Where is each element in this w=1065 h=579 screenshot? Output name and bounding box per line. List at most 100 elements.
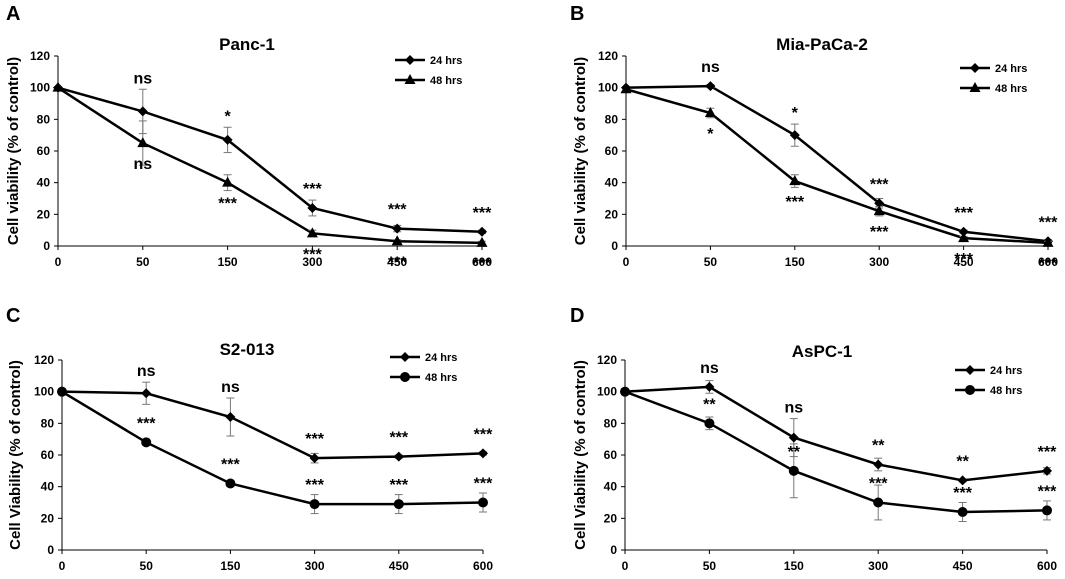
legend-label: 24 hrs <box>425 352 457 364</box>
series-line <box>624 390 1048 514</box>
y-tick-label: 60 <box>37 144 51 158</box>
data-point <box>141 437 152 448</box>
chart-title: Mia-PaCa-2 <box>776 35 868 54</box>
y-tick-label: 20 <box>41 511 55 525</box>
significance-label: *** <box>305 431 324 448</box>
data-point <box>476 236 488 247</box>
data-point <box>1042 236 1054 247</box>
y-tick-label: 80 <box>605 112 619 126</box>
significance-label: *** <box>1039 214 1058 231</box>
data-point <box>874 198 885 209</box>
panel-d: D AsPC-1 0 20 40 60 80 100 120 0 50 150 300 450 600 Cel… <box>570 305 1057 573</box>
significance-label: *** <box>473 256 492 273</box>
y-tick-label: 100 <box>34 385 54 399</box>
series-1: ********** *** <box>620 83 1058 273</box>
chart-title: S2-013 <box>220 340 275 359</box>
significance-label: *** <box>389 477 408 494</box>
data-point <box>873 459 884 470</box>
panel-letter: A <box>6 3 20 25</box>
x-tick-label: 300 <box>869 255 889 269</box>
y-tick-label: 80 <box>41 416 55 430</box>
legend-label: 24 hrs <box>990 365 1022 377</box>
significance-label: *** <box>388 254 407 271</box>
panel-b: B Mia-PaCa-2 0 20 40 60 80 100 120 0 50 150 300 450 60… <box>570 3 1058 273</box>
x-tick-label: 50 <box>703 559 717 573</box>
y-tick-label: 120 <box>30 49 50 63</box>
y-tick-label: 40 <box>605 176 619 190</box>
chart-title: AsPC-1 <box>792 342 852 361</box>
data-point <box>222 134 233 145</box>
series-0: ns********** <box>621 59 1058 247</box>
y-tick-label: 60 <box>604 448 618 462</box>
data-point <box>57 386 67 397</box>
data-point <box>393 499 404 510</box>
legend-label: 24 hrs <box>995 63 1027 75</box>
y-axis-label: Cell viability (% of control) <box>572 57 589 245</box>
y-tick-label: 100 <box>598 81 618 95</box>
significance-label: *** <box>954 251 973 268</box>
significance-label: *** <box>218 196 237 213</box>
data-point <box>141 388 152 399</box>
y-tick-label: 80 <box>37 112 51 126</box>
significance-label: *** <box>953 485 972 502</box>
x-tick-label: 450 <box>953 559 973 573</box>
series-line <box>57 86 483 245</box>
significance-label: *** <box>474 426 493 443</box>
x-tick-label: 50 <box>136 255 150 269</box>
data-point <box>225 412 236 422</box>
y-tick-label: 100 <box>30 81 50 95</box>
data-point <box>788 432 799 443</box>
series-0: ns********** <box>53 70 492 237</box>
series-line <box>61 390 484 506</box>
significance-label: * <box>707 126 714 143</box>
legend-marker <box>405 55 415 65</box>
y-tick-label: 0 <box>610 543 617 557</box>
y-axis-label: Cell viability (% of control) <box>5 57 22 245</box>
significance-label: *** <box>1039 256 1058 273</box>
significance-label: *** <box>303 246 322 263</box>
y-tick-label: 20 <box>37 207 51 221</box>
x-tick-label: 600 <box>473 559 493 573</box>
data-point <box>225 478 236 489</box>
series-line <box>625 84 1049 243</box>
legend-label: 48 hrs <box>995 83 1027 95</box>
data-point <box>957 507 968 517</box>
data-point <box>958 226 969 237</box>
y-tick-label: 100 <box>597 385 617 399</box>
x-tick-label: 0 <box>623 255 630 269</box>
legend-label: 48 hrs <box>990 385 1022 397</box>
data-point <box>477 226 487 237</box>
data-point <box>222 176 234 187</box>
significance-label: ns <box>133 70 152 87</box>
data-point <box>620 83 632 94</box>
significance-label: ns <box>137 363 156 380</box>
data-point <box>705 81 716 92</box>
x-tick-label: 450 <box>954 255 974 269</box>
data-point <box>307 203 318 213</box>
significance-label: *** <box>954 205 973 222</box>
series-0: ns ns *** *** *** <box>57 363 493 464</box>
y-tick-label: 40 <box>37 176 51 190</box>
x-tick-label: 50 <box>704 255 718 269</box>
legend-marker <box>400 352 410 362</box>
significance-label: *** <box>1038 483 1057 500</box>
data-point <box>391 235 403 246</box>
significance-label: *** <box>870 176 889 193</box>
y-tick-label: 80 <box>604 416 618 430</box>
legend-label: 48 hrs <box>430 75 462 87</box>
data-point <box>958 232 970 243</box>
panel-a: A Panc-1 0 20 40 60 80 100 120 0 50 150 300 450 600 Cel… <box>5 3 492 273</box>
legend-marker <box>965 365 975 375</box>
data-point <box>873 205 885 216</box>
x-tick-label: 300 <box>302 255 322 269</box>
legend-marker <box>970 63 980 73</box>
significance-label: * <box>792 105 799 122</box>
panel-c: C S2-013 0 20 40 60 80 100 120 0 50 150 300 450 600 Cel… <box>6 305 493 573</box>
y-tick-label: 0 <box>47 543 54 557</box>
significance-label: *** <box>389 430 408 447</box>
legend-label: 48 hrs <box>425 372 457 384</box>
y-tick-label: 20 <box>605 207 619 221</box>
data-point <box>788 465 799 476</box>
